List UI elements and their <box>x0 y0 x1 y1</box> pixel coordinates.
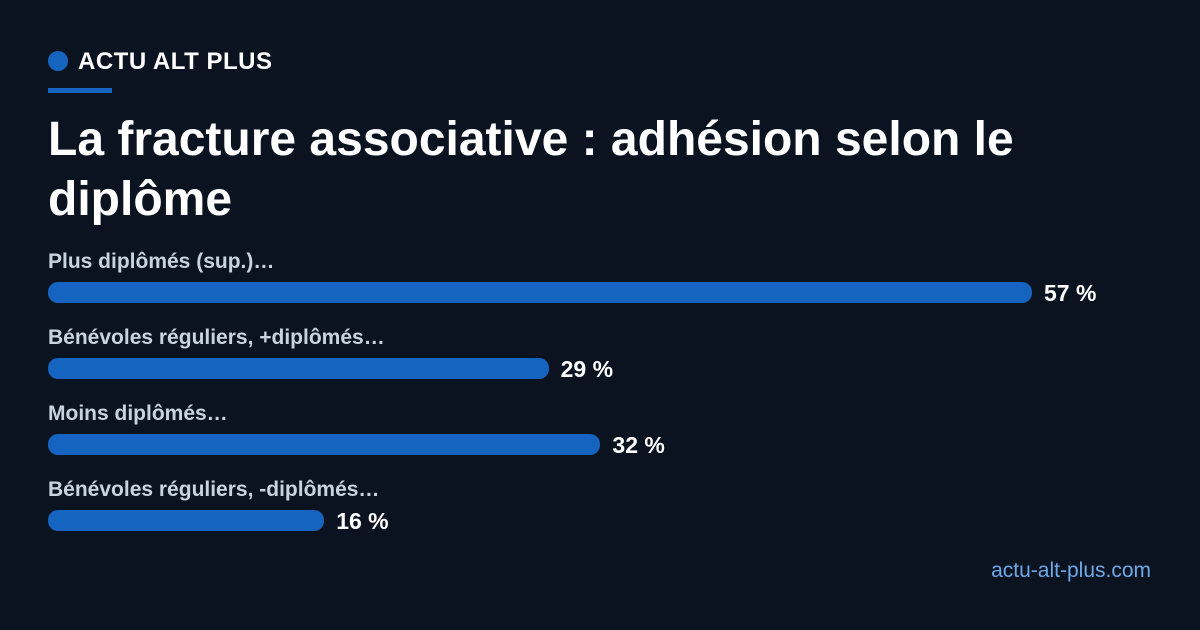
category-label: Bénévoles réguliers, +diplômés… <box>48 326 385 349</box>
value-label: 29 % <box>560 356 614 382</box>
chart-title: La fracture associative : adhésion selon… <box>48 113 1014 226</box>
brand-dot <box>48 51 68 71</box>
brand-rule <box>48 88 112 93</box>
bar <box>48 282 1032 303</box>
bar <box>48 358 549 379</box>
value-label: 32 % <box>612 432 665 458</box>
source: actu-alt-plus.com <box>991 559 1151 582</box>
category-label: Bénévoles réguliers, -diplômés… <box>48 478 380 501</box>
brand: ACTU ALT PLUS <box>78 48 273 75</box>
value-label: 16 % <box>336 508 389 534</box>
category-label: Plus diplômés (sup.)… <box>48 250 275 273</box>
category-label: Moins diplômés… <box>48 402 228 425</box>
bar <box>48 434 601 455</box>
bar <box>48 510 325 531</box>
value-label: 57 % <box>1044 280 1097 306</box>
